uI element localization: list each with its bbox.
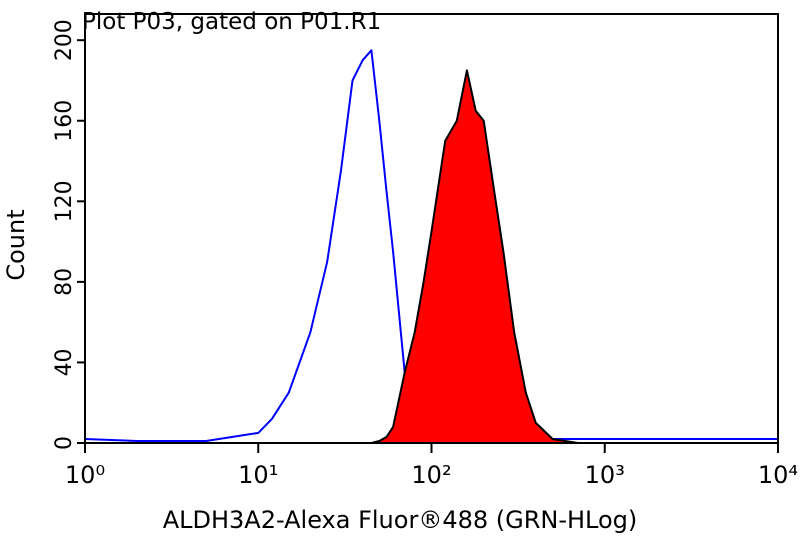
x-tick-label: 10⁰	[65, 461, 105, 489]
x-tick-label: 10³	[585, 461, 625, 489]
x-tick-label: 10²	[411, 461, 451, 489]
y-tick-label: 200	[52, 19, 77, 61]
y-tick-label: 80	[52, 268, 77, 296]
chart-title: Plot P03, gated on P01.R1	[82, 9, 381, 35]
y-tick-label: 120	[52, 180, 77, 222]
x-tick-label: 10⁴	[758, 461, 798, 489]
y-tick-label: 160	[52, 100, 77, 142]
histogram-area	[84, 69, 779, 444]
y-tick-label: 40	[52, 348, 77, 376]
x-tick-label: 10¹	[238, 461, 278, 489]
y-tick-label: 0	[52, 436, 77, 450]
x-axis-label: ALDH3A2-Alexa Fluor®488 (GRN-HLog)	[163, 506, 638, 534]
y-axis-label: Count	[2, 209, 30, 280]
